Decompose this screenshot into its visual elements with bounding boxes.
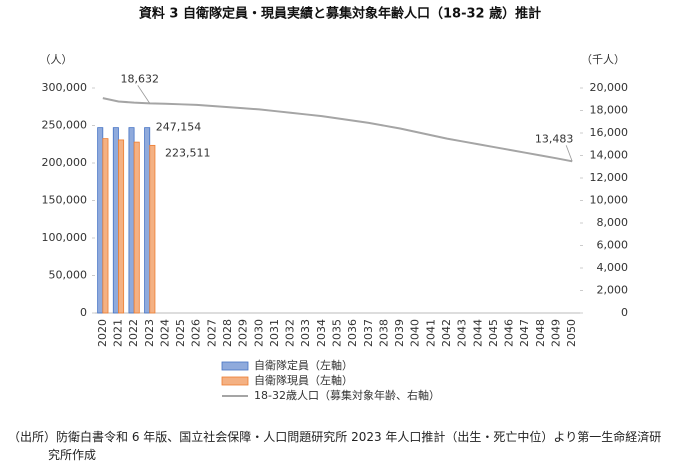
data-label: 247,154 [156,121,202,134]
label-leader [565,145,573,162]
y-tick-label: 100,000 [42,231,88,244]
bar [102,138,109,314]
bar [128,127,135,314]
x-tick-label: 2025 [174,319,187,347]
y2-tick-label: 14,000 [590,149,629,162]
x-tick-label: 2027 [205,319,218,347]
data-label: 223,511 [165,146,211,159]
y-tick-label: 0 [80,306,87,319]
x-tick-label: 2032 [284,319,297,347]
x-tick-label: 2045 [487,319,500,347]
x-tick-label: 2030 [252,319,265,347]
x-tick-label: 2040 [409,319,422,347]
x-tick-label: 2038 [377,319,390,347]
legend-swatch [221,361,249,371]
bar [144,127,151,314]
data-label: 18,632 [121,72,160,85]
x-tick-label: 2023 [143,319,156,347]
x-tick-label: 2046 [503,319,516,347]
legend-label: 自衛隊定員（左軸） [254,358,353,372]
x-tick-label: 2026 [190,319,203,347]
x-tick-label: 2048 [534,319,547,347]
legend-swatch [221,376,249,386]
y-tick-label: 250,000 [42,119,88,132]
y2-tick-label: 0 [621,306,628,319]
x-tick-label: 2049 [550,319,563,347]
y2-tick-label: 12,000 [590,171,629,184]
y2-tick-label: 10,000 [590,194,629,207]
x-tick-label: 2028 [221,319,234,347]
x-tick-label: 2037 [362,319,375,347]
y-tick-label: 300,000 [42,81,88,94]
x-tick-label: 2044 [471,319,484,347]
y-tick-label: 50,000 [49,269,88,282]
source-note: （出所）防衛白書令和 6 年版、国立社会保障・人口問題研究所 2023 年人口推… [8,430,662,462]
bar [149,144,156,314]
x-tick-label: 2041 [424,319,437,347]
x-tick-label: 2029 [237,319,250,347]
y2-tick-label: 20,000 [590,81,629,94]
chart: 資料 3 自衛隊定員・現員実績と募集対象年齢人口（18-32 歳）推計 （人） … [40,6,629,403]
legend-label: 自衛隊現員（左軸） [254,373,353,387]
y2-axis-label: （千人） [581,53,625,66]
x-tick-label: 2036 [346,319,359,347]
bar [133,141,140,314]
x-tick-label: 2035 [331,319,344,347]
y-tick-label: 150,000 [42,194,88,207]
x-tick-label: 2050 [565,319,578,347]
x-tick-label: 2022 [127,319,140,347]
x-tick-label: 2034 [315,319,328,347]
x-tick-label: 2043 [456,319,469,347]
x-tick-label: 2020 [96,319,109,347]
bar [97,127,104,314]
y2-tick-label: 2,000 [597,284,629,297]
chart-title: 資料 3 自衛隊定員・現員実績と募集対象年齢人口（18-32 歳）推計 [139,6,541,22]
data-label: 13,483 [535,132,574,145]
y2-tick-label: 4,000 [597,261,629,274]
x-tick-label: 2024 [158,319,171,347]
bar [118,139,125,314]
x-tick-label: 2033 [299,319,312,347]
x-tick-label: 2039 [393,319,406,347]
x-tick-label: 2042 [440,319,453,347]
y2-tick-label: 8,000 [597,216,629,229]
y-axis-label: （人） [40,53,73,66]
y-tick-label: 200,000 [42,156,88,169]
x-tick-label: 2031 [268,319,281,347]
x-tick-label: 2021 [111,319,124,347]
y2-tick-label: 6,000 [597,239,629,252]
bar [112,127,119,314]
y2-tick-label: 18,000 [590,104,629,117]
y2-tick-label: 16,000 [590,126,629,139]
label-leader [137,85,151,104]
x-tick-label: 2047 [518,319,531,347]
legend-label: 18-32歳人口（募集対象年齢、右軸） [254,388,440,402]
line-series [102,97,573,163]
